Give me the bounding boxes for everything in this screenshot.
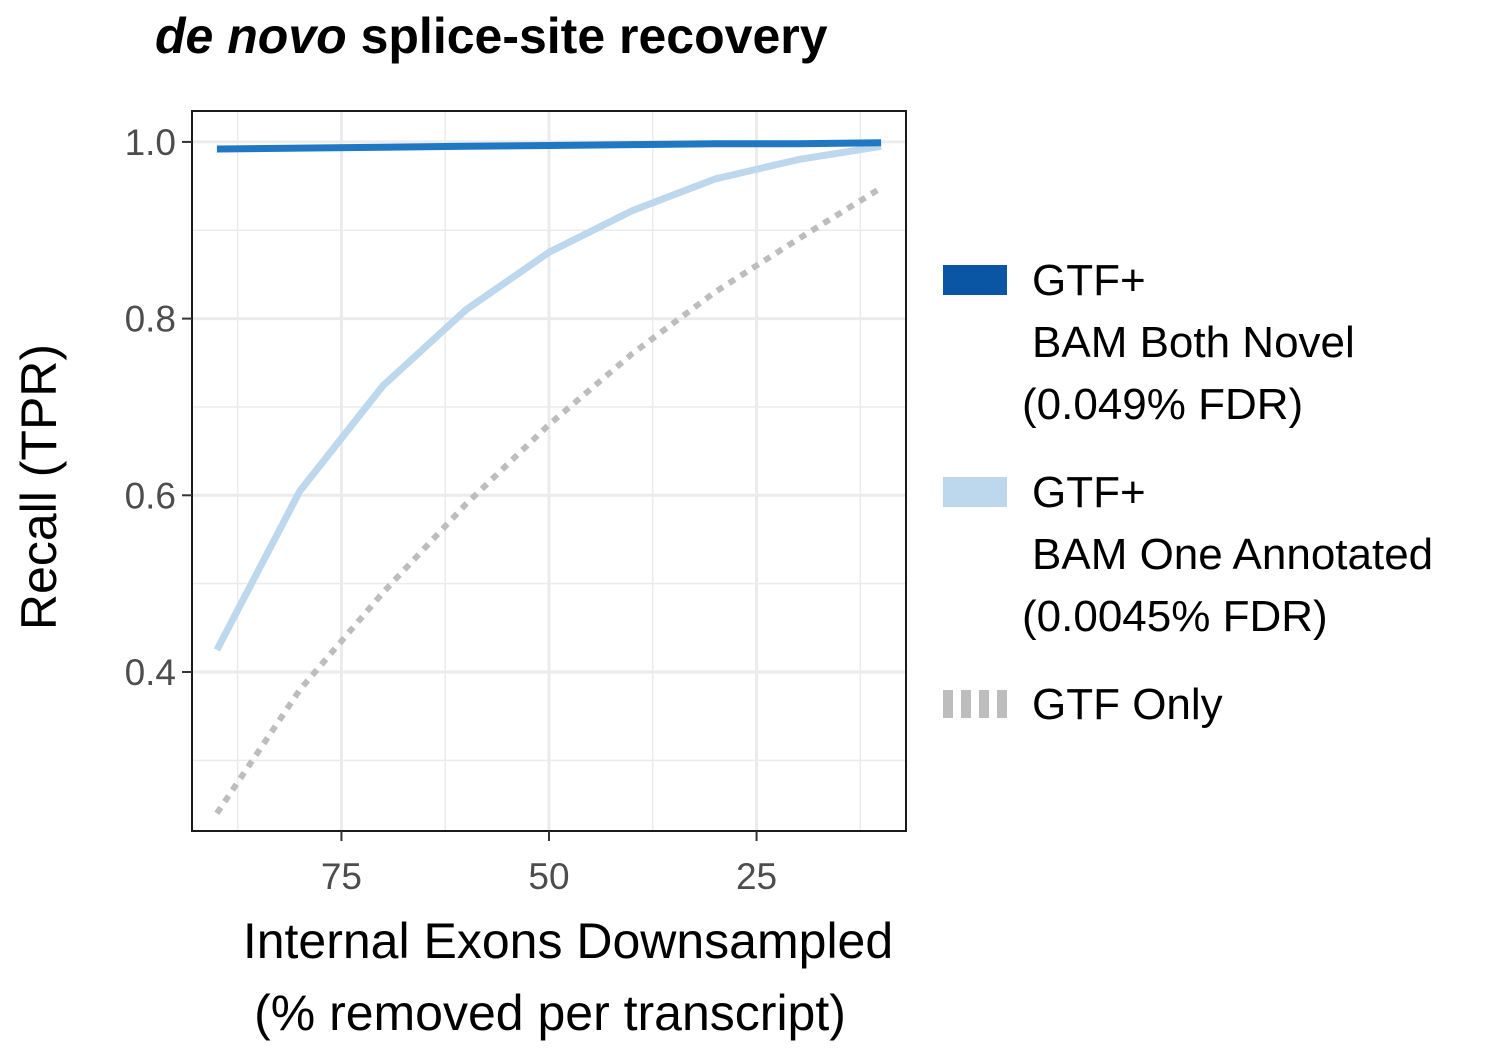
y-tick-label: 1.0 xyxy=(125,122,176,163)
legend-key-2 xyxy=(943,477,1007,507)
y-axis-title: Recall (TPR) xyxy=(11,344,67,630)
x-axis-title-line1: Internal Exons Downsampled xyxy=(243,913,893,969)
legend-label-2: (0.0045% FDR) xyxy=(1022,592,1328,641)
x-tick-label: 25 xyxy=(736,856,777,897)
legend-label-2: GTF+ xyxy=(1032,468,1146,517)
series-lines xyxy=(213,139,883,815)
x-axis-title-line2: (% removed per transcript) xyxy=(254,985,846,1041)
legend-label-2: BAM One Annotated xyxy=(1032,530,1433,579)
chart-title-italic: de novo xyxy=(155,8,347,64)
y-tick-label: 0.6 xyxy=(125,475,176,516)
series-line-2 xyxy=(213,142,882,652)
grid-lines xyxy=(192,111,906,831)
axis-ticks: 75 50 25 0.4 0.6 0.8 1.0 xyxy=(125,122,778,897)
legend: GTF+ BAM Both Novel (0.049% FDR) GTF+ BAM On… xyxy=(943,256,1433,729)
legend-key-1 xyxy=(943,265,1007,295)
legend-label-1: (0.049% FDR) xyxy=(1022,380,1303,429)
series-line-1 xyxy=(216,139,882,153)
legend-label-1: GTF+ xyxy=(1032,256,1146,305)
x-tick-label: 75 xyxy=(321,856,362,897)
chart-title-rest: splice-site recovery xyxy=(347,8,828,64)
y-tick-label: 0.4 xyxy=(125,652,176,693)
y-tick-label: 0.8 xyxy=(125,299,176,340)
chart-title: de novo splice-site recovery xyxy=(155,8,828,64)
legend-label-1: BAM Both Novel xyxy=(1032,318,1355,367)
x-tick-label: 50 xyxy=(528,856,569,897)
legend-label-3: GTF Only xyxy=(1032,680,1223,729)
